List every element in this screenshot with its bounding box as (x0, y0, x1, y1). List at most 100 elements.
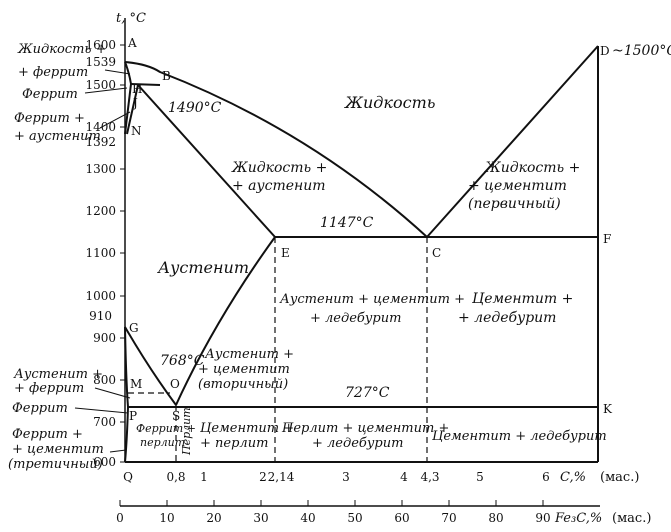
y-tick-1100: 1100 (85, 246, 116, 260)
temp-psk: 727°C (345, 385, 390, 401)
x-bottom-tick-80: 80 (488, 511, 503, 525)
x-top-tick-6: 6 (542, 470, 550, 484)
region-liquid: Жидкость (344, 93, 435, 112)
region-liq-cem-2: + цементит (468, 178, 567, 194)
region-liq-aus-1: Жидкость + (231, 160, 327, 176)
point-C: C (432, 246, 441, 260)
solidus-ah (124, 61, 132, 85)
x-top-tick-Q: Q (123, 470, 133, 484)
y-tick-1300: 1300 (85, 162, 116, 176)
point-G: G (129, 321, 139, 335)
x-top-tick-0-8: 0,8 (166, 470, 185, 484)
line-gp (124, 326, 129, 408)
region-cem-led-low: Цементит + ледебурит (432, 429, 607, 444)
point-S: S (172, 409, 180, 423)
x-bottom-tick-50: 50 (347, 511, 362, 525)
left-ferrite-low: Феррит (12, 401, 68, 416)
point-N: N (131, 124, 142, 138)
y-tick-1392: 1392 (85, 135, 116, 149)
region-pearl: Перлит (180, 407, 193, 456)
point-H: H (132, 82, 142, 96)
liquidus-cd (426, 45, 599, 238)
y-tick-1000: 1000 (85, 289, 116, 303)
point-A: A (127, 36, 137, 50)
line-pq (124, 406, 129, 463)
phase-lines (124, 45, 599, 463)
y-tick-600: 600 (93, 455, 116, 469)
temp-b: 1490°C (168, 100, 222, 116)
region-cem-pearl-1: Цементит + (200, 421, 294, 436)
region-aus-cem-led-1: Аустенит + цементит + (279, 292, 465, 307)
dashed-lines (128, 237, 428, 462)
x-top-tick-5: 5 (476, 470, 484, 484)
line-gs (124, 326, 177, 406)
y-ticks (120, 44, 125, 463)
x-bottom-tick-10: 10 (159, 511, 174, 525)
region-aus-cem2-2: + цементит (198, 362, 290, 377)
region-liq-cem-1: Жидкость + (484, 160, 580, 176)
x-bottom-ticks: 0 10 20 30 40 50 60 70 80 90 (116, 511, 550, 525)
left-labels: Жидкость + + феррит Феррит Феррит + + ау… (8, 42, 107, 472)
line-je (137, 84, 276, 238)
x-top-tick-2-14: 2,14 (268, 470, 295, 484)
region-austenite: Аустенит (157, 258, 249, 277)
point-O: O (170, 377, 180, 391)
point-D: D (600, 44, 610, 58)
x-bottom-tick-0: 0 (116, 511, 124, 525)
x-bottom-tick-60: 60 (394, 511, 409, 525)
left-ferr-aus-2: + аустенит (14, 129, 101, 144)
left-aus-ferr-2: + феррит (14, 381, 84, 396)
line-jn (126, 84, 139, 135)
left-liq-ferr-2: + феррит (18, 65, 88, 80)
line-hn (124, 83, 132, 135)
left-ferr-cem3-1: Феррит + (12, 427, 83, 442)
point-F: F (603, 232, 611, 246)
region-liq-cem-3: (первичный) (468, 196, 561, 212)
x-top-tick-3: 3 (342, 470, 350, 484)
region-liq-aus-2: + аустенит (232, 178, 326, 194)
x-bottom-tick-90: 90 (535, 511, 550, 525)
y-tick-1539: 1539 (85, 55, 116, 69)
left-liq-ferr-1: Жидкость + (17, 42, 107, 57)
region-labels: Жидкость Жидкость + + аустенит Жидкость … (136, 93, 607, 456)
line-es (175, 236, 276, 406)
left-ferrite-top: Феррит (22, 87, 78, 102)
y-tick-labels: 1600 1539 1500 1400 1392 1300 1200 1100 … (85, 38, 116, 469)
x-top-tick-1: 1 (200, 470, 208, 484)
x-bottom-tick-20: 20 (206, 511, 221, 525)
x-top-tick-4-3: 4,3 (420, 470, 439, 484)
point-P: P (129, 409, 137, 423)
x-bottom-tick-30: 30 (253, 511, 268, 525)
temp-d: ~1500°C (612, 43, 671, 59)
x-bottom-unit: (мас.) (612, 511, 651, 526)
left-aus-ferr-1: Аустенит + (13, 367, 103, 382)
region-pearl-cem-led-2: + ледебурит (312, 436, 403, 451)
x-top-label: C,% (560, 470, 586, 485)
left-ferr-aus-1: Феррит + (14, 111, 85, 126)
y-tick-800: 800 (93, 373, 116, 387)
x-bottom-tick-40: 40 (300, 511, 315, 525)
region-aus-cem2-1: Аустенит + (204, 347, 294, 362)
x-top-tick-4: 4 (400, 470, 408, 484)
y-axis-label: t, °C (116, 11, 146, 26)
region-cem-led-2: + ледебурит (458, 310, 556, 326)
point-labels: A B D J H N E C F G M O P S K (127, 36, 613, 423)
point-M: M (130, 377, 142, 391)
x-top-tick-2: 2 (259, 470, 267, 484)
x-bottom-tick-70: 70 (441, 511, 456, 525)
region-aus-cem-led-2: + ледебурит (310, 311, 401, 326)
x-bottom-label: Fe₃C,% (554, 511, 602, 526)
region-cem-led-1: Цементит + (472, 291, 573, 307)
left-ferr-cem3-2: + цементит (12, 442, 104, 457)
y-tick-700: 700 (93, 415, 116, 429)
temp-mo: 768°C (160, 353, 205, 369)
region-pearl-cem-led-1: Перлит + цементит + (281, 421, 449, 436)
temp-ecf: 1147°C (320, 215, 374, 231)
y-tick-910: 910 (89, 309, 112, 323)
y-tick-1200: 1200 (85, 204, 116, 218)
x-bottom-tick-marks (119, 500, 544, 506)
region-aus-cem2-3: (вторичный) (198, 377, 288, 392)
left-ferr-cem3-3: (третичный) (8, 457, 103, 472)
region-ferr-pearl-1: Феррит + (136, 422, 196, 435)
